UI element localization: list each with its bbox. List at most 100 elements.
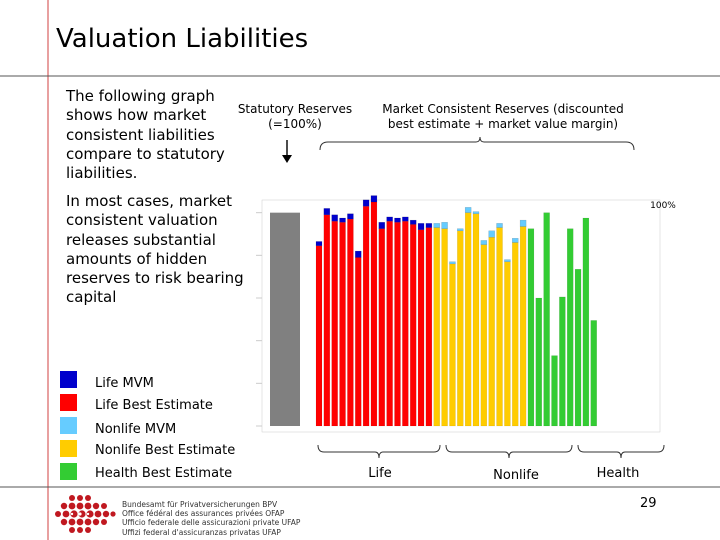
bar-best-estimate-nonlife <box>519 226 527 427</box>
bar-best-estimate-life <box>370 201 378 427</box>
legend-label: Life Best Estimate <box>95 398 213 413</box>
org-name-rm: Uffizi federal d'assicuranzas privatas U… <box>122 527 281 537</box>
overlays-layer <box>282 136 665 459</box>
org-names: Bundesamt für Privatversicherungen BPV O… <box>122 500 300 537</box>
bar-best-estimate-life <box>362 206 370 427</box>
bar-best-estimate-health <box>527 228 535 427</box>
group-label-nonlife: Nonlife <box>493 468 539 483</box>
bar-mvm-life <box>315 241 323 246</box>
statutory-reserves-bar <box>270 212 300 426</box>
bar-best-estimate-health <box>582 217 590 427</box>
bar-best-estimate-health <box>567 228 574 427</box>
bar-best-estimate-health <box>590 320 597 427</box>
bar-mvm-life <box>331 214 338 222</box>
market-label-line1: Market Consistent Reserves (discounted <box>382 102 624 116</box>
bar-mvm-nonlife <box>457 228 464 232</box>
org-name-it: Ufficio federale delle assicurazioni pri… <box>122 518 301 528</box>
bar-mvm-life <box>339 217 346 223</box>
statutory-annotation: Statutory Reserves (=100%) <box>232 102 358 132</box>
bar-best-estimate-nonlife <box>457 230 464 427</box>
market-annotation: Market Consistent Reserves (discounted b… <box>372 102 634 132</box>
bar-mvm-nonlife <box>504 259 511 262</box>
bar-best-estimate-life <box>331 220 338 427</box>
legend-label: Nonlife Best Estimate <box>95 443 236 458</box>
bar-best-estimate-health <box>559 296 566 427</box>
bar-best-estimate-nonlife <box>464 212 472 427</box>
intro-text-2: In most cases, market consistent valuati… <box>66 192 244 307</box>
bar-mvm-life <box>425 223 433 228</box>
bar-mvm-nonlife <box>449 261 456 265</box>
health-brace <box>577 444 665 459</box>
legend-swatch <box>60 371 77 388</box>
plot-area <box>261 199 661 433</box>
bar-mvm-life <box>323 208 331 215</box>
bar-best-estimate-life <box>347 218 354 427</box>
bar-best-estimate-life <box>410 224 417 427</box>
y-axis-ticks <box>256 212 262 427</box>
reference-100-label: 100% <box>650 201 676 211</box>
bar-best-estimate-life <box>378 228 385 427</box>
bars-layer <box>270 195 597 427</box>
bar-best-estimate-life <box>339 222 346 427</box>
bar-best-estimate-life <box>417 229 425 427</box>
legend-label: Life MVM <box>95 376 154 391</box>
bar-mvm-life <box>394 217 401 223</box>
bar-mvm-nonlife <box>472 211 480 214</box>
bar-mvm-nonlife <box>488 230 495 238</box>
bar-mvm-nonlife <box>441 222 448 229</box>
market-brace <box>319 136 635 151</box>
statutory-label: Statutory Reserves <box>237 102 353 116</box>
legend-swatch <box>60 394 77 411</box>
legend-swatch <box>60 440 77 457</box>
legend-label: Health Best Estimate <box>95 466 233 481</box>
bar-best-estimate-nonlife <box>480 244 488 427</box>
bar-best-estimate-nonlife <box>441 228 448 427</box>
bar-mvm-life <box>370 195 378 203</box>
bar-mvm-life <box>347 213 354 220</box>
group-label-health: Health <box>596 466 640 481</box>
bar-best-estimate-nonlife <box>512 242 519 427</box>
bar-best-estimate-health <box>574 269 582 427</box>
page-number: 29 <box>640 496 657 511</box>
bar-best-estimate-nonlife <box>449 263 456 427</box>
page-title: Valuation Liabilities <box>56 24 309 54</box>
group-label-life: Life <box>368 466 392 481</box>
bar-best-estimate-health <box>535 297 542 427</box>
intro-text: The following graph shows how market con… <box>66 87 225 183</box>
bar-best-estimate-life <box>386 220 393 427</box>
bar-mvm-life <box>402 216 409 222</box>
nonlife-brace <box>445 444 573 459</box>
bar-mvm-life <box>355 250 362 258</box>
life-brace <box>317 444 441 459</box>
bar-mvm-nonlife <box>496 223 503 228</box>
bar-best-estimate-life <box>355 257 362 427</box>
legend-swatch <box>60 463 77 480</box>
bar-mvm-life <box>378 222 385 229</box>
bar-best-estimate-nonlife <box>496 227 503 427</box>
bar-mvm-life <box>410 219 417 225</box>
bar-best-estimate-life <box>315 245 323 427</box>
statutory-arrow-icon <box>282 155 292 163</box>
statutory-percent-label: (=100%) <box>268 117 322 131</box>
bar-mvm-life <box>417 223 425 230</box>
bar-mvm-life <box>362 199 370 207</box>
bar-best-estimate-nonlife <box>504 261 511 427</box>
bar-mvm-nonlife <box>433 223 440 228</box>
bar-mvm-nonlife <box>519 219 527 227</box>
bar-best-estimate-health <box>543 212 550 427</box>
bar-mvm-nonlife <box>464 207 472 213</box>
org-name-de: Bundesamt für Privatversicherungen BPV <box>122 500 278 509</box>
bar-best-estimate-life <box>402 220 409 427</box>
bar-mvm-life <box>386 216 393 222</box>
bar-best-estimate-life <box>425 227 433 427</box>
bar-best-estimate-nonlife <box>488 236 495 427</box>
bar-mvm-nonlife <box>512 238 519 243</box>
bar-best-estimate-life <box>394 222 401 427</box>
org-name-fr: Office fédéral des assurances privées OF… <box>122 509 285 519</box>
market-label-line2: best estimate + market value margin) <box>387 117 619 131</box>
bar-best-estimate-life <box>323 214 331 427</box>
bar-best-estimate-nonlife <box>433 227 440 427</box>
bar-mvm-nonlife <box>480 240 488 245</box>
